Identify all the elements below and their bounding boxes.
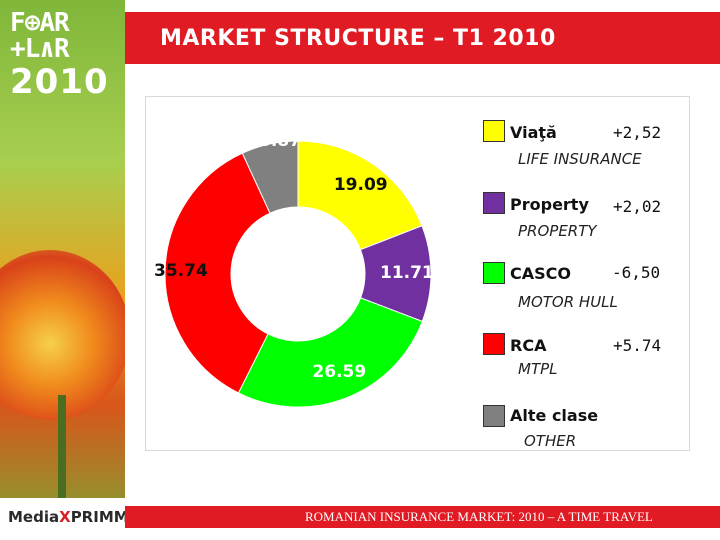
donut-chart — [164, 140, 432, 408]
footer-bar — [125, 506, 720, 528]
slice-rca — [164, 152, 271, 394]
slice-value-label: 26.59 — [312, 361, 367, 382]
slice-value-label: 19.09 — [333, 175, 388, 196]
slice-alte-clase — [241, 140, 299, 214]
poppy-stem — [58, 395, 66, 505]
legend-swatch — [483, 405, 505, 427]
legend-change: +5.74 — [613, 336, 662, 355]
fiar-logo: F⊕AR +L∧R — [10, 8, 70, 64]
fiar-logo-year: 2010 — [10, 62, 109, 102]
legend-label: Property — [510, 195, 589, 214]
legend-swatch — [483, 192, 505, 214]
slice-casco — [237, 297, 423, 408]
slice-value-label: 11.71 — [379, 262, 434, 283]
legend-change: +2,52 — [613, 123, 662, 142]
legend-label-en: PROPERTY — [518, 222, 597, 240]
legend-label-en: OTHER — [524, 432, 577, 450]
legend-label: RCA — [510, 336, 547, 355]
page-title: MARKET STRUCTURE – T1 2010 — [160, 26, 556, 51]
slice-via- — [297, 140, 423, 251]
brand-logo-box — [0, 498, 125, 540]
decorative-side-panel: F⊕AR +L∧R 2010 MediaXPRIMM — [0, 0, 125, 540]
legend-change: -6,50 — [612, 263, 661, 282]
legend-label-en: MTPL — [518, 360, 558, 378]
slice-value-label: 35.74 — [154, 261, 208, 282]
legend-label: CASCO — [510, 264, 571, 283]
legend-label: Viaţă — [510, 123, 557, 142]
slice-value-label: 6.87 — [259, 131, 302, 152]
legend-swatch — [483, 333, 505, 355]
footer-text: ROMANIAN INSURANCE MARKET: 2010 – A TIME… — [305, 509, 653, 524]
header — [125, 0, 720, 64]
legend-label-en: MOTOR HULL — [518, 293, 618, 311]
legend-swatch — [483, 120, 505, 142]
legend-label-en: LIFE INSURANCE — [518, 150, 642, 168]
legend-swatch — [483, 262, 505, 284]
header-bar — [125, 12, 720, 64]
legend-label: Alte clase — [510, 406, 599, 425]
legend-change: +2,02 — [613, 197, 662, 216]
poppy-image — [0, 250, 125, 420]
mediaxprimm-logo: MediaXPRIMM — [8, 508, 125, 526]
